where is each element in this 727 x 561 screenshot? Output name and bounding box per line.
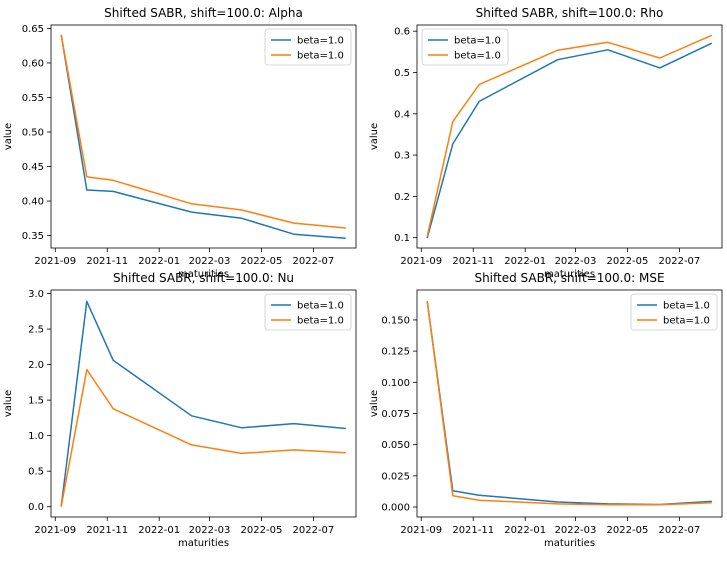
legend-label-1: beta=1.0 (297, 301, 344, 312)
x-tick-label: 2022-03 (555, 525, 597, 536)
y-tick-label: 0.150 (381, 315, 410, 326)
y-tick-label: 0.2 (394, 192, 410, 203)
x-tick-label: 2021-11 (86, 525, 128, 536)
y-tick-label: 0.3 (394, 151, 410, 162)
series-line-2 (426, 34, 713, 237)
legend: beta=1.0 beta=1.0 (264, 28, 352, 66)
subplot-2: Shifted SABR, shift=100.0: Rho 2021-09 202… (369, 6, 723, 280)
x-axis-label: maturities (544, 269, 595, 280)
y-tick-label: 0.025 (381, 471, 410, 482)
legend-box (264, 28, 352, 66)
series-line-2 (60, 34, 346, 229)
y-tick-label: 0.075 (381, 409, 410, 420)
y-tick-label: 2.5 (28, 325, 44, 336)
y-tick-label: 0.4 (394, 109, 410, 120)
subplot-1: Shifted SABR, shift=100.0: Alpha 2021-09 2… (3, 6, 357, 280)
subplot-title: Shifted SABR, shift=100.0: Rho (476, 6, 664, 20)
x-tick-label: 2022-07 (293, 256, 335, 267)
legend-label-1: beta=1.0 (297, 36, 344, 47)
y-tick-label: 0.65 (22, 24, 44, 35)
x-tick-label: 2022-05 (241, 256, 283, 267)
axes-frame (50, 289, 357, 518)
legend: beta=1.0 beta=1.0 (264, 293, 352, 331)
x-tick-label: 2021-11 (86, 256, 128, 267)
x-tick-label: 2021-09 (400, 256, 442, 267)
series-line-1 (60, 300, 346, 507)
y-tick-label: 0.45 (22, 162, 44, 173)
y-tick-label: 0.0 (28, 502, 44, 513)
x-tick-label: 2022-07 (659, 525, 701, 536)
y-axis-label: value (369, 390, 380, 417)
x-tick-label: 2022-01 (504, 525, 546, 536)
y-tick-label: 0.50 (22, 128, 44, 139)
legend-label-2: beta=1.0 (663, 316, 710, 327)
series-line-1 (60, 34, 346, 240)
x-tick-label: 2021-11 (452, 525, 494, 536)
y-tick-label: 1.0 (28, 431, 44, 442)
y-tick-label: 0.5 (394, 68, 410, 79)
y-tick-label: 0.6 (394, 27, 410, 38)
y-tick-label: 0.35 (22, 231, 44, 242)
subplot-4: Shifted SABR, shift=100.0: MSE 2021-09 202… (369, 271, 723, 549)
axes-frame (416, 24, 723, 249)
y-axis-label: value (369, 123, 380, 150)
x-tick-label: 2021-09 (34, 256, 76, 267)
x-tick-label: 2022-05 (241, 525, 283, 536)
series-line-2 (60, 368, 346, 507)
series-line-2 (426, 301, 712, 506)
legend-label-1: beta=1.0 (663, 301, 710, 312)
x-tick-label: 2022-07 (659, 256, 701, 267)
x-axis-label: maturities (544, 538, 595, 549)
subplot-title: Shifted SABR, shift=100.0: MSE (474, 271, 664, 285)
x-tick-label: 2021-09 (34, 525, 76, 536)
x-tick-label: 2022-07 (293, 525, 335, 536)
y-tick-label: 0.60 (22, 58, 44, 69)
y-tick-label: 0.000 (381, 503, 410, 514)
legend-box (421, 28, 509, 66)
x-tick-label: 2021-11 (452, 256, 494, 267)
x-axis-label: maturities (178, 269, 229, 280)
x-tick-label: 2021-09 (400, 525, 442, 536)
legend-box (630, 293, 718, 331)
x-tick-label: 2022-05 (607, 256, 649, 267)
y-tick-label: 0.1 (394, 233, 410, 244)
x-tick-label: 2022-03 (555, 256, 597, 267)
legend: beta=1.0 beta=1.0 (630, 293, 718, 331)
y-tick-label: 0.100 (381, 378, 410, 389)
x-axis-label: maturities (178, 538, 229, 549)
y-axis-label: value (3, 123, 14, 150)
legend-label-1: beta=1.0 (454, 36, 501, 47)
x-tick-label: 2022-03 (189, 525, 231, 536)
legend-label-2: beta=1.0 (454, 51, 501, 62)
subplot-title: Shifted SABR, shift=100.0: Alpha (104, 6, 303, 20)
y-tick-label: 1.5 (28, 396, 44, 407)
legend-label-2: beta=1.0 (297, 51, 344, 62)
y-axis-label: value (3, 390, 14, 417)
y-tick-label: 0.050 (381, 440, 410, 451)
y-tick-label: 2.0 (28, 360, 44, 371)
axes-frame (416, 289, 723, 518)
series-line-1 (426, 42, 713, 239)
legend-label-2: beta=1.0 (297, 316, 344, 327)
axes-frame (50, 24, 357, 249)
x-tick-label: 2022-03 (189, 256, 231, 267)
y-tick-label: 0.5 (28, 467, 44, 478)
y-tick-label: 3.0 (28, 289, 44, 300)
legend: beta=1.0 beta=1.0 (421, 28, 509, 66)
subplot-title: Shifted SABR, shift=100.0: Nu (113, 271, 294, 285)
y-tick-label: 0.55 (22, 93, 44, 104)
y-tick-label: 0.125 (381, 347, 410, 358)
x-tick-label: 2022-01 (138, 525, 180, 536)
x-tick-label: 2022-01 (138, 256, 180, 267)
x-tick-label: 2022-05 (607, 525, 649, 536)
y-tick-label: 0.40 (22, 197, 44, 208)
subplot-3: Shifted SABR, shift=100.0: Nu 2021-09 2021… (3, 271, 357, 549)
x-tick-label: 2022-01 (504, 256, 546, 267)
legend-box (264, 293, 352, 331)
